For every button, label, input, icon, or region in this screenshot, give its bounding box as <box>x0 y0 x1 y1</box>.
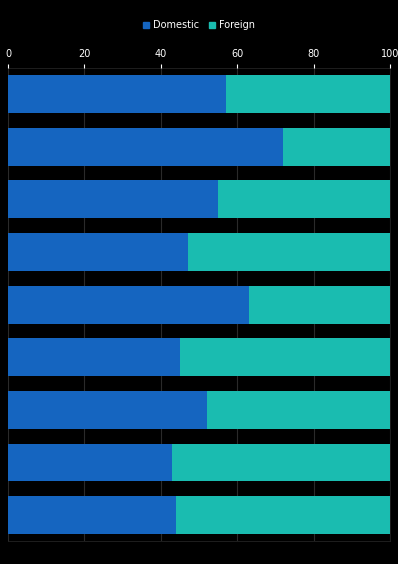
Bar <box>283 127 390 166</box>
Bar <box>8 338 180 376</box>
Bar <box>8 285 249 324</box>
Bar <box>176 496 390 534</box>
Bar <box>226 75 390 113</box>
Bar <box>218 180 390 218</box>
Bar <box>207 391 390 429</box>
Bar <box>8 127 283 166</box>
Bar <box>187 233 390 271</box>
Bar <box>8 443 172 482</box>
Bar <box>180 338 390 376</box>
Legend: Domestic, Foreign: Domestic, Foreign <box>143 20 255 30</box>
Bar <box>8 180 218 218</box>
Bar <box>8 75 226 113</box>
Bar <box>8 391 207 429</box>
Bar <box>8 496 176 534</box>
Bar <box>8 233 187 271</box>
Bar <box>249 285 390 324</box>
Bar <box>172 443 390 482</box>
